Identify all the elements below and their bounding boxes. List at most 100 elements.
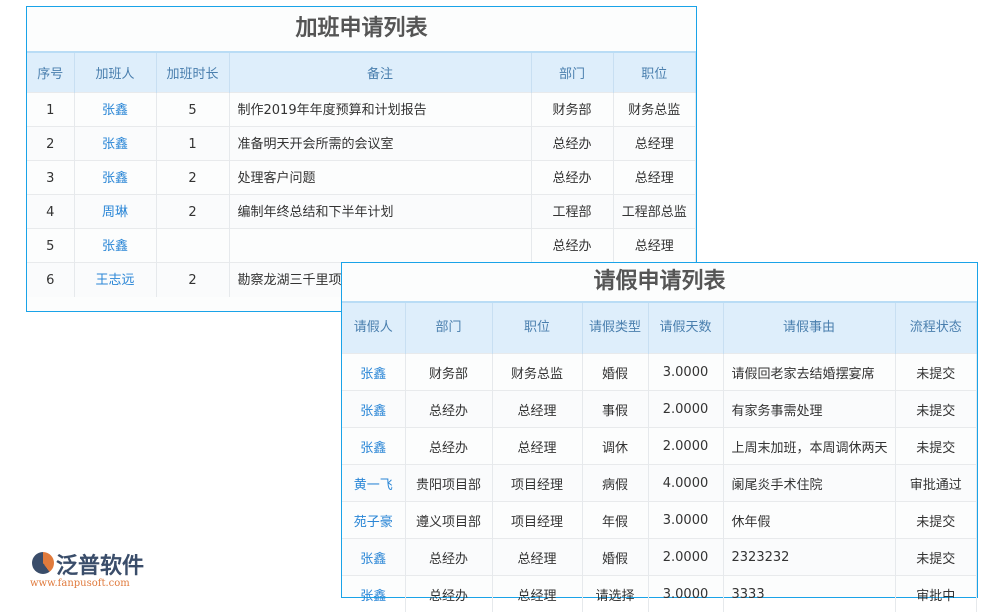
table-cell: 财务部 [531,93,613,127]
table-cell: 未提交 [895,428,977,465]
table-cell: 总经办 [531,161,613,195]
table-cell: 工程部总监 [613,195,696,229]
table-cell: 事假 [582,391,648,428]
leave-title: 请假申请列表 [342,263,977,303]
table-cell: 工程部 [531,195,613,229]
leave-list-panel: 请假申请列表 请假人部门职位请假类型请假天数请假事由流程状态张鑫财务部财务总监婚… [341,262,978,598]
table-cell: 准备明天开会所需的会议室 [229,127,531,161]
table-cell: 阑尾炎手术住院 [723,465,895,502]
person-link[interactable]: 张鑫 [342,354,405,391]
table-cell: 4 [27,195,74,229]
person-link[interactable]: 张鑫 [342,391,405,428]
table-cell: 2 [156,263,229,297]
table-cell: 2323232 [723,539,895,576]
logo-brand: 泛普软件 [56,548,144,580]
table-cell: 1 [156,127,229,161]
person-link[interactable]: 张鑫 [74,229,156,263]
table-cell: 总经办 [405,428,492,465]
table-cell: 3333 [723,576,895,612]
table-cell: 5 [156,93,229,127]
column-header: 加班人 [74,53,156,93]
table-cell: 项目经理 [492,502,582,539]
table-cell: 财务总监 [492,354,582,391]
column-header: 请假事由 [723,303,895,354]
table-cell: 编制年终总结和下半年计划 [229,195,531,229]
table-cell: 财务部 [405,354,492,391]
table-cell: 未提交 [895,502,977,539]
person-link[interactable]: 张鑫 [74,93,156,127]
column-header: 备注 [229,53,531,93]
table-cell: 项目经理 [492,465,582,502]
column-header: 部门 [531,53,613,93]
table-cell: 总经办 [531,127,613,161]
table-cell: 未提交 [895,391,977,428]
person-link[interactable]: 张鑫 [342,539,405,576]
table-cell: 总经理 [492,391,582,428]
overtime-title: 加班申请列表 [27,7,696,53]
logo-url: www.fanpusoft.com [30,578,130,589]
table-cell: 总经理 [613,229,696,263]
table-cell [229,229,531,263]
table-cell: 休年假 [723,502,895,539]
table-cell: 上周末加班，本周调休两天 [723,428,895,465]
table-cell: 未提交 [895,354,977,391]
table-cell: 2.0000 [648,539,723,576]
table-cell: 总经办 [405,391,492,428]
table-cell: 3 [27,161,74,195]
column-header: 加班时长 [156,53,229,93]
column-header: 序号 [27,53,74,93]
column-header: 请假天数 [648,303,723,354]
table-cell: 2 [27,127,74,161]
person-link[interactable]: 张鑫 [74,127,156,161]
table-cell: 总经理 [492,576,582,612]
column-header: 职位 [613,53,696,93]
table-cell: 婚假 [582,539,648,576]
table-cell: 婚假 [582,354,648,391]
table-cell: 总经理 [613,127,696,161]
table-cell: 4.0000 [648,465,723,502]
person-link[interactable]: 张鑫 [342,428,405,465]
table-cell: 遵义项目部 [405,502,492,539]
table-cell: 贵阳项目部 [405,465,492,502]
person-link[interactable]: 张鑫 [342,576,405,612]
table-cell: 3.0000 [648,502,723,539]
table-cell: 6 [27,263,74,297]
column-header: 部门 [405,303,492,354]
table-cell: 审批中 [895,576,977,612]
person-link[interactable]: 王志远 [74,263,156,297]
table-cell: 总经理 [613,161,696,195]
table-cell: 年假 [582,502,648,539]
table-cell: 未提交 [895,539,977,576]
table-cell: 病假 [582,465,648,502]
table-cell: 审批通过 [895,465,977,502]
person-link[interactable]: 周琳 [74,195,156,229]
table-cell: 财务总监 [613,93,696,127]
table-cell: 2 [156,161,229,195]
table-cell: 请选择 [582,576,648,612]
person-link[interactable]: 张鑫 [74,161,156,195]
table-cell: 调休 [582,428,648,465]
fanpusoft-logo: 泛普软件 www.fanpusoft.com [30,548,160,593]
column-header: 职位 [492,303,582,354]
person-link[interactable]: 黄一飞 [342,465,405,502]
column-header: 请假类型 [582,303,648,354]
person-link[interactable]: 苑子豪 [342,502,405,539]
table-cell [156,229,229,263]
table-cell: 总经办 [531,229,613,263]
table-cell: 总经理 [492,539,582,576]
logo-icon [32,552,54,574]
